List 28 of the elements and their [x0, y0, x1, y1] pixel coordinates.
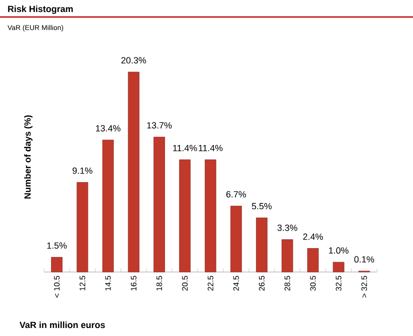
- bar: [230, 206, 242, 272]
- data-label: 2.4%: [303, 234, 323, 240]
- data-label: 6.7%: [226, 191, 246, 198]
- bar: [332, 262, 344, 272]
- bar: [102, 140, 114, 272]
- data-label: 0.1%: [354, 256, 374, 262]
- data-label: 11.4%: [173, 144, 197, 152]
- bar: [128, 72, 140, 272]
- bar: [76, 182, 88, 272]
- bar: [204, 159, 216, 272]
- data-label: 1.0%: [329, 247, 348, 254]
- data-label: 9.1%: [72, 167, 92, 174]
- bar: [282, 239, 294, 272]
- y-axis-title: Number of days (%): [24, 115, 32, 198]
- data-label: 13.4%: [96, 125, 120, 132]
- bar: [256, 218, 268, 272]
- x-axis-title: VaR in million euros: [20, 322, 105, 328]
- bar: [179, 159, 191, 272]
- data-label: 5.5%: [252, 202, 272, 210]
- bar: [307, 248, 319, 272]
- bar: [51, 257, 63, 272]
- data-label: 1.5%: [47, 242, 67, 249]
- chart-title: Risk Histogram: [8, 6, 73, 14]
- bar: [154, 136, 165, 272]
- data-label: 20.3%: [121, 57, 146, 64]
- data-label: 11.4%: [198, 144, 223, 152]
- data-label: 3.3%: [277, 224, 298, 231]
- data-label: 13.7%: [147, 122, 172, 129]
